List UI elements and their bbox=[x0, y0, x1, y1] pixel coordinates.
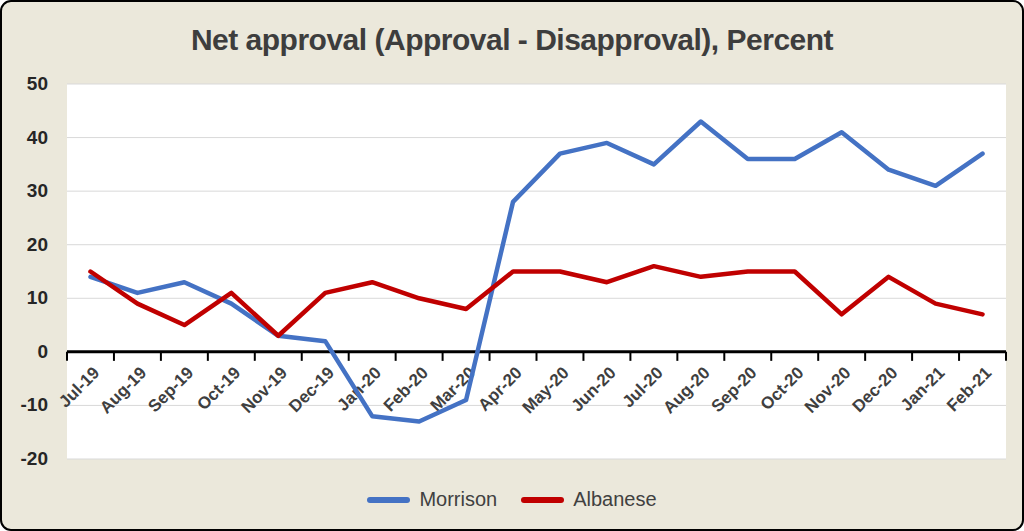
morrison-line-swatch bbox=[367, 497, 410, 503]
legend-label-morrison: Morrison bbox=[419, 488, 497, 511]
albanese-line-swatch bbox=[521, 497, 564, 503]
y-tick-label: 0 bbox=[37, 341, 48, 362]
y-tick-label: 50 bbox=[27, 73, 48, 94]
y-tick-label: 20 bbox=[27, 234, 48, 255]
y-tick-label: -20 bbox=[21, 448, 48, 469]
plot-area: -20-1001020304050Jul-19Aug-19Sep-19Oct-1… bbox=[2, 2, 1024, 531]
y-tick-label: -10 bbox=[21, 394, 48, 415]
y-tick-label: 40 bbox=[27, 127, 48, 148]
y-tick-label: 10 bbox=[27, 287, 48, 308]
chart-frame: Net approval (Approval - Disapproval), P… bbox=[0, 0, 1024, 531]
legend-item-albanese: Albanese bbox=[521, 488, 656, 511]
legend-item-morrison: Morrison bbox=[367, 488, 497, 511]
legend: Morrison Albanese bbox=[2, 488, 1022, 511]
legend-label-albanese: Albanese bbox=[573, 488, 656, 511]
y-tick-label: 30 bbox=[27, 180, 48, 201]
